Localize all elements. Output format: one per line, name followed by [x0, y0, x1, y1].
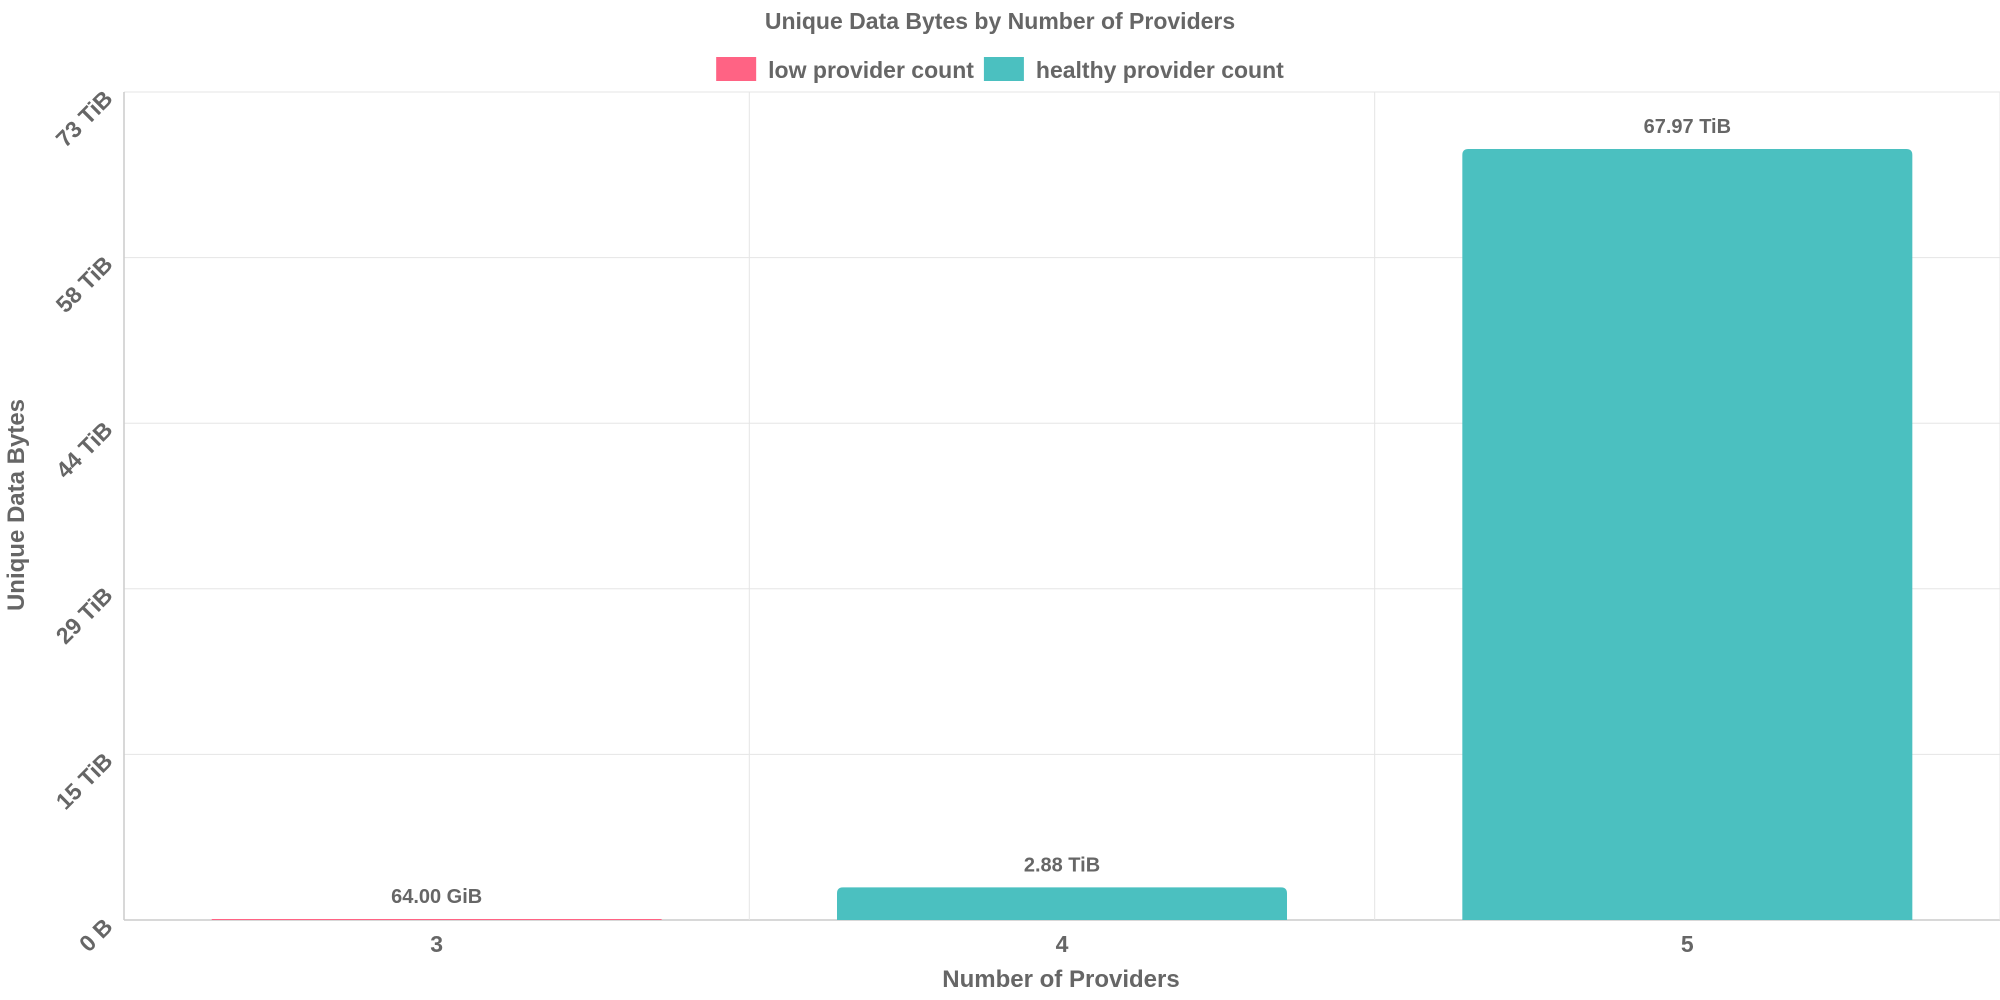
y-tick-label: 15 TiB	[51, 748, 118, 815]
data-labels: 64.00 GiB 2.88 TiB 67.97 TiB	[391, 116, 1731, 908]
bar[interactable]	[1462, 149, 1913, 920]
legend-item[interactable]: healthy provider count	[983, 57, 1284, 83]
x-tick-label: 5	[1681, 931, 1694, 957]
x-tick-label: 3	[430, 931, 443, 957]
x-axis-ticks: 3 4 5	[430, 931, 1694, 957]
bar-value-label: 67.97 TiB	[1644, 116, 1731, 138]
y-axis-title: Unique Data Bytes	[3, 399, 30, 611]
bar[interactable]	[837, 887, 1287, 920]
legend-item[interactable]: low provider count	[716, 57, 974, 83]
bar[interactable]	[211, 919, 662, 920]
legend-label: low provider count	[768, 57, 974, 83]
legend-swatch	[983, 57, 1024, 81]
y-tick-label: 29 TiB	[51, 582, 118, 649]
x-axis-title: Number of Providers	[942, 966, 1179, 993]
bars	[211, 149, 1913, 920]
chart-title: Unique Data Bytes by Number of Providers	[765, 8, 1235, 34]
bar-value-label: 64.00 GiB	[391, 886, 482, 908]
legend: low provider count healthy provider count	[716, 57, 1284, 83]
y-tick-label: 0 B	[74, 913, 118, 957]
y-tick-label: 58 TiB	[51, 251, 118, 318]
legend-swatch	[716, 57, 757, 81]
bar-value-label: 2.88 TiB	[1024, 854, 1100, 876]
y-tick-label: 44 TiB	[51, 416, 118, 483]
y-tick-label: 73 TiB	[51, 85, 118, 152]
x-tick-label: 4	[1056, 931, 1069, 957]
legend-label: healthy provider count	[1036, 57, 1284, 83]
y-axis-ticks: 0 B 15 TiB 29 TiB 44 TiB 58 TiB 73 TiB	[51, 85, 118, 957]
